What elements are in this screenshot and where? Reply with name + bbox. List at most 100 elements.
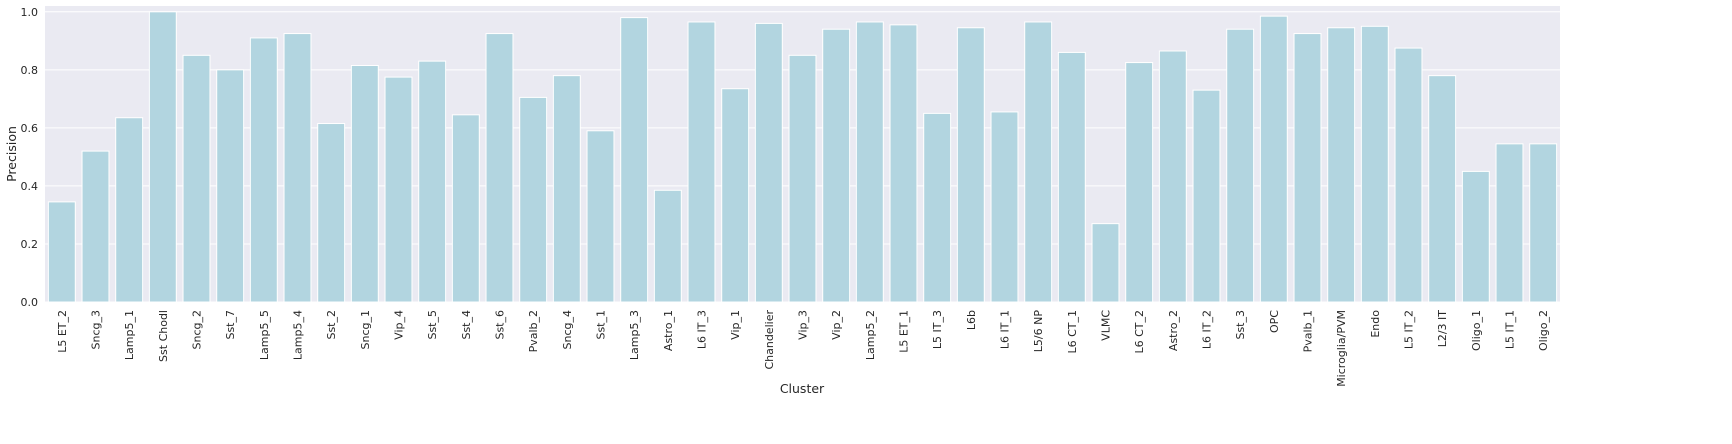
x-tick-label: Sncg_2 (191, 310, 204, 349)
bar (1158, 50, 1187, 303)
bar (855, 21, 884, 303)
bar (653, 189, 682, 303)
x-tick-label: L2/3 IT (1436, 310, 1449, 348)
x-tick-label: Lamp5_2 (864, 310, 877, 360)
bar (384, 76, 413, 303)
y-tick-label: 0.4 (21, 180, 39, 193)
x-tick-label: L6b (965, 310, 978, 330)
x-tick-label: L5 ET_2 (56, 310, 69, 353)
bar (47, 201, 76, 303)
bar (451, 114, 480, 303)
x-tick-label: Oligo_1 (1470, 310, 1483, 351)
bar (1360, 25, 1389, 303)
bar (115, 117, 144, 303)
bar (956, 27, 985, 303)
x-tick-label: OPC (1268, 310, 1281, 333)
bar (418, 60, 447, 303)
x-tick-label: Sst_2 (325, 310, 338, 340)
bar (148, 11, 177, 303)
x-tick-label: Pvalb_1 (1302, 310, 1315, 352)
x-tick-label: Endo (1369, 310, 1382, 338)
bar (1293, 33, 1322, 303)
x-tick-label: Lamp5_5 (258, 310, 271, 360)
x-tick-label: Microglia/PVM (1335, 310, 1348, 387)
bar (1226, 28, 1255, 303)
x-tick-label: Vip_2 (830, 310, 843, 340)
x-tick-label: Vip_1 (729, 310, 742, 340)
x-tick-label: Sst_1 (595, 310, 608, 340)
x-tick-label: Oligo_2 (1537, 310, 1550, 351)
x-tick-label: L5 ET_1 (898, 310, 911, 353)
bar (485, 33, 514, 303)
bar (81, 150, 110, 303)
bar (182, 54, 211, 303)
x-tick-label: L6 IT_2 (1201, 310, 1214, 349)
bar (788, 54, 817, 303)
x-tick-label: Pvalb_2 (527, 310, 540, 352)
bar (1529, 143, 1558, 303)
y-tick-label: 0.8 (21, 64, 39, 77)
x-tick-label: L6 CT_1 (1066, 310, 1079, 354)
bar (317, 123, 346, 303)
y-tick-labels: 0.0 0.2 0.4 0.6 0.8 1.0 (21, 6, 39, 309)
bar (754, 22, 783, 303)
bar (1259, 15, 1288, 303)
x-tick-labels: L5 ET_2 Sncg_3 Lamp5_1 Sst Chodl Sncg_2 Sst_7… (56, 310, 1550, 387)
y-axis-label: Precision (4, 126, 19, 182)
y-tick-label: 0.6 (21, 122, 39, 135)
bar (519, 96, 548, 303)
bar (1125, 62, 1154, 303)
x-tick-label: Astro_1 (662, 310, 675, 351)
bar (1057, 51, 1086, 303)
bar (721, 88, 750, 303)
x-tick-label: Vip_3 (797, 310, 810, 340)
bar (1327, 27, 1356, 303)
x-tick-label: Lamp5_4 (292, 310, 305, 360)
y-tick-label: 0.0 (21, 296, 39, 309)
y-tick-label: 1.0 (21, 6, 39, 19)
bar (586, 130, 615, 303)
bar (1394, 47, 1423, 303)
x-tick-label: L5 IT_3 (931, 310, 944, 349)
x-tick-label: Sst_6 (494, 310, 507, 340)
bars (47, 11, 1558, 303)
bar (249, 37, 278, 303)
bar (822, 28, 851, 303)
x-tick-label: Sncg_3 (90, 310, 103, 349)
x-tick-label: L6 CT_2 (1133, 310, 1146, 354)
y-tick-label: 0.2 (21, 238, 39, 251)
bar (283, 33, 312, 303)
x-tick-label: Sst_3 (1234, 310, 1247, 340)
bar (1091, 223, 1120, 303)
bar (552, 75, 581, 303)
x-tick-label: L6 IT_1 (999, 310, 1012, 349)
x-tick-label: L5 IT_1 (1504, 310, 1517, 349)
bar (1192, 89, 1221, 303)
x-tick-label: Lamp5_3 (628, 310, 641, 360)
x-tick-label: Sncg_4 (561, 310, 574, 349)
bar (350, 64, 379, 303)
bar (1024, 21, 1053, 303)
bar (1461, 170, 1490, 303)
x-tick-label: L5/6 NP (1032, 310, 1045, 353)
x-tick-label: Sst_7 (224, 310, 237, 340)
x-tick-label: VLMC (1100, 310, 1113, 341)
x-tick-label: Astro_2 (1167, 310, 1180, 351)
x-tick-label: Sst_4 (460, 310, 473, 340)
bar (889, 24, 918, 303)
bar (620, 17, 649, 303)
bar (923, 112, 952, 303)
bar (1495, 143, 1524, 303)
bar (216, 69, 245, 303)
bar (687, 21, 716, 303)
x-tick-label: Chandelier (763, 310, 776, 370)
x-tick-label: Sncg_1 (359, 310, 372, 349)
bar (1428, 75, 1457, 303)
x-tick-label: L6 IT_3 (696, 310, 709, 349)
x-tick-label: Vip_4 (393, 310, 406, 340)
x-tick-label: L5 IT_2 (1403, 310, 1416, 349)
x-tick-label: Lamp5_1 (123, 310, 136, 360)
bar (990, 111, 1019, 303)
x-axis-label: Cluster (780, 381, 825, 396)
